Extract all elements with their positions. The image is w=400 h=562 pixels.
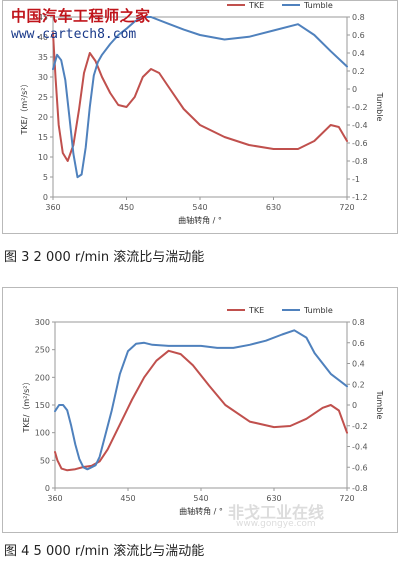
chart1-right-tick-label: -1 [352, 175, 360, 184]
chart2-left-tick-label: 200 [35, 373, 50, 382]
chart-panel-2: 0 50 100 150 200 250 300 -0.8 -0.6 -0.4 -0.2 0 0.2 0.… [2, 287, 398, 533]
chart2-series-tumble-line [54, 329, 348, 471]
chart2-right-tick-label: -0.2 [352, 422, 368, 431]
chart-panel-1: 0 5 10 15 20 25 30 35 40 45 -1.2 -1 -0.8 -0.6 -0.4 -0.2… [2, 0, 398, 234]
chart1-series-tke-line [52, 32, 348, 162]
chart-2-svg: 0 50 100 150 200 250 300 -0.8 -0.6 -0.4 -0.2 0 0.2 0.… [22, 306, 384, 516]
chart2-legend-tke-label: TKE [248, 306, 264, 315]
chart1-left-tick-label: 35 [38, 53, 48, 62]
chart2-series-tke-line [54, 349, 348, 472]
chart1-x-axis-label: 曲轴转角 / ° [178, 215, 222, 225]
chart2-right-tick-label: -0.6 [352, 463, 368, 472]
watermark-cartech8-url: www.cartech8.com [11, 27, 137, 42]
chart1-series-tumble-line [52, 16, 348, 179]
chart2-x-tick-label: 360 [47, 494, 62, 503]
figure-4-caption: 图 4 5 000 r/min 滚流比与湍动能 [4, 544, 205, 559]
chart1-x-tick-label: 630 [266, 203, 281, 212]
chart2-right-tick-label: -0.8 [352, 484, 368, 493]
chart2-left-tick-label: 150 [35, 401, 50, 410]
chart2-y-left-label: TKE/（m²/s²） [22, 378, 31, 434]
watermark-gongye-title: 非戈工业在线 [228, 503, 325, 522]
chart1-right-tick-label: -0.8 [352, 157, 368, 166]
chart2-left-tick-label: 0 [45, 484, 50, 493]
chart1-left-tick-label: 20 [38, 113, 48, 122]
chart1-left-tick-label: 15 [38, 133, 48, 142]
chart1-plot-frame [52, 16, 348, 198]
chart1-right-tick-label: 0 [352, 85, 357, 94]
chart1-right-tick-label: 0.6 [352, 31, 365, 40]
chart1-left-tick-label: 10 [38, 153, 48, 162]
chart2-x-axis-label: 曲轴转角 / ° [179, 506, 223, 516]
chart1-x-tick-label: 540 [192, 203, 207, 212]
chart2-right-tick-label: 0.2 [352, 380, 365, 389]
chart1-left-tick-label: 40 [38, 33, 48, 42]
chart1-right-tick-label: -1.2 [352, 193, 368, 202]
chart1-right-tick-label: -0.4 [352, 121, 368, 130]
chart2-left-tick-label: 50 [40, 456, 50, 465]
chart1-right-tick-label: -0.6 [352, 139, 368, 148]
chart2-right-tick-label: 0 [352, 401, 357, 410]
chart1-legend-tke-label: TKE [248, 1, 264, 10]
chart2-right-tick-label: 0.4 [352, 360, 365, 369]
chart1-left-tick-label: 30 [38, 73, 48, 82]
chart1-right-tick-label: 0.2 [352, 67, 365, 76]
chart2-x-tick-label: 450 [120, 494, 135, 503]
chart2-left-tick-label: 100 [35, 429, 50, 438]
chart2-left-tick-label: 250 [35, 346, 50, 355]
watermark-gongye-url: www.gongye.com [236, 519, 316, 529]
chart1-y-right-label: Tumble [375, 92, 384, 122]
chart1-left-tick-label: 5 [43, 173, 48, 182]
chart1-legend-tumble-label: Tumble [303, 1, 333, 10]
chart1-y-left-label: TKE/（m²/s²） [20, 80, 29, 136]
chart1-left-tick-label: 0 [43, 193, 48, 202]
chart1-left-tick-label: 25 [38, 93, 48, 102]
chart2-x-tick-label: 630 [266, 494, 281, 503]
chart1-right-tick-label: 0.8 [352, 13, 365, 22]
chart-1-svg: 0 5 10 15 20 25 30 35 40 45 -1.2 -1 -0.8 -0.6 -0.4 -0.2… [20, 1, 384, 225]
chart2-right-tick-label: 0.6 [352, 339, 365, 348]
figure-3-caption: 图 3 2 000 r/min 滚流比与湍动能 [4, 250, 205, 265]
chart2-legend-tumble-label: Tumble [303, 306, 333, 315]
chart1-left-tick-label: 45 [38, 13, 48, 22]
chart2-x-tick-label: 540 [193, 494, 208, 503]
chart1-right-tick-label: -0.2 [352, 103, 368, 112]
watermark-cartech8-title: 中国汽车工程师之家 [11, 7, 151, 25]
chart2-left-tick-label: 300 [35, 318, 50, 327]
chart1-x-tick-label: 720 [339, 203, 354, 212]
chart2-right-tick-label: -0.4 [352, 443, 368, 452]
chart2-y-right-label: Tumble [375, 390, 384, 420]
chart1-x-tick-label: 360 [45, 203, 60, 212]
chart1-x-tick-label: 450 [119, 203, 134, 212]
chart2-right-tick-label: 0.8 [352, 318, 365, 327]
chart1-right-tick-label: 0.4 [352, 49, 365, 58]
chart2-x-tick-label: 720 [339, 494, 354, 503]
